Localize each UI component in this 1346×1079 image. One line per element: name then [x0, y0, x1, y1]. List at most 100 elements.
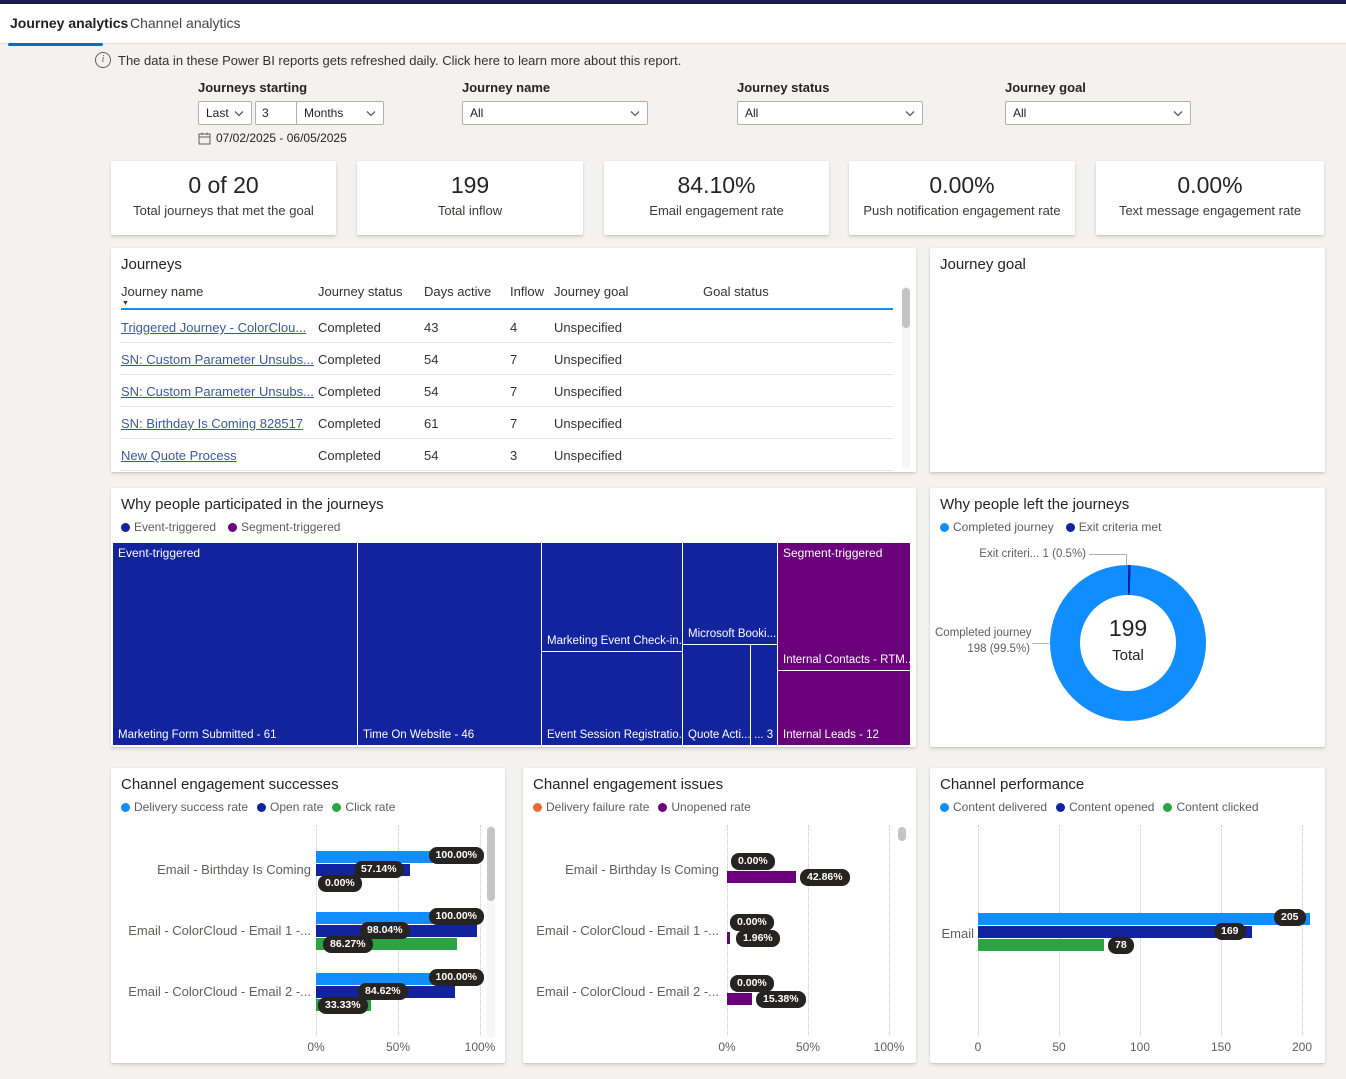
- dropdown-journey-status[interactable]: All: [737, 101, 923, 125]
- channel-performance-panel: Channel performance Content delivered Co…: [930, 768, 1325, 1063]
- column-header-goal-status[interactable]: Goal status: [703, 284, 769, 299]
- column-header-journey-goal[interactable]: Journey goal: [554, 284, 628, 299]
- dropdown-journey-goal-value: All: [1013, 106, 1026, 120]
- journey-link[interactable]: Triggered Journey - ColorClou...: [121, 320, 306, 335]
- chart-scrollbar-thumb[interactable]: [898, 827, 906, 841]
- legend-label: Delivery success rate: [134, 800, 248, 814]
- table-row[interactable]: Triggered Journey - ColorClou... Complet…: [121, 312, 893, 343]
- axis-tick: 50: [1052, 1040, 1065, 1054]
- table-scrollbar[interactable]: [902, 286, 910, 468]
- bar-unopened-rate[interactable]: [727, 932, 730, 944]
- treemap-block-event-session-registration[interactable]: Event Session Registratio...: [542, 652, 682, 745]
- journey-link[interactable]: SN: Birthday Is Coming 828517: [121, 416, 303, 431]
- legend-dot: [121, 803, 130, 812]
- axis-tick: 100%: [465, 1040, 496, 1054]
- table-row[interactable]: New Quote Process Completed 54 3 Unspeci…: [121, 439, 893, 471]
- legend-item-completed-journey[interactable]: Completed journey: [940, 520, 1054, 534]
- treemap-block-label: Marketing Event Check-in...: [547, 635, 682, 647]
- chart-scrollbar[interactable]: [487, 825, 495, 1038]
- treemap-group-label: Event-triggered: [118, 546, 200, 560]
- bar-group-email2: 100.00% 84.62% 33.33%: [316, 973, 480, 1013]
- callout-line: [1032, 643, 1049, 644]
- filter-label-journey-status: Journey status: [737, 80, 829, 95]
- legend-item-event-triggered[interactable]: Event-triggered: [121, 520, 216, 534]
- journey-link[interactable]: SN: Custom Parameter Unsubs...: [121, 352, 314, 367]
- table-header-underline: [121, 308, 893, 310]
- dropdown-journey-status-value: All: [745, 106, 758, 120]
- treemap-group-label: Segment-triggered: [783, 546, 882, 560]
- legend-item-exit-criteria-met[interactable]: Exit criteria met: [1066, 520, 1162, 534]
- chart-scrollbar[interactable]: [898, 825, 906, 1038]
- legend-label: Exit criteria met: [1079, 520, 1162, 534]
- legend-label: Delivery failure rate: [546, 800, 649, 814]
- legend-item-delivery-failure[interactable]: Delivery failure rate: [533, 800, 649, 814]
- cell-inflow: 7: [510, 384, 517, 399]
- tab-journey-analytics[interactable]: Journey analytics: [10, 4, 128, 42]
- treemap-block-marketing-form-submitted[interactable]: Event-triggered Marketing Form Submitted…: [113, 543, 357, 745]
- bar-group-birthday: 100.00% 57.14% 0.00%: [316, 851, 480, 891]
- column-header-days-active[interactable]: Days active: [424, 284, 491, 299]
- cell-inflow: 7: [510, 352, 517, 367]
- legend-dot: [332, 803, 341, 812]
- table-row[interactable]: SN: Custom Parameter Unsubs... Completed…: [121, 343, 893, 375]
- bar-content-delivered[interactable]: [978, 913, 1310, 925]
- treemap-block-label: Internal Leads - 12: [783, 729, 879, 741]
- legend-item-segment-triggered[interactable]: Segment-triggered: [228, 520, 340, 534]
- successes-title: Channel engagement successes: [121, 776, 339, 793]
- legend-label: Open rate: [270, 800, 323, 814]
- legend-item-unopened-rate[interactable]: Unopened rate: [658, 800, 750, 814]
- column-header-journey-name[interactable]: Journey name: [121, 284, 203, 299]
- treemap-block-time-on-website[interactable]: Time On Website - 46: [358, 543, 541, 745]
- treemap-block-marketing-event-checkin[interactable]: Marketing Event Check-in...: [542, 543, 682, 651]
- legend-label: Unopened rate: [671, 800, 750, 814]
- chart-scrollbar-thumb[interactable]: [487, 827, 495, 901]
- treemap-block-internal-contacts[interactable]: Segment-triggered Internal Contacts - RT…: [778, 543, 910, 670]
- kpi-label: Push notification engagement rate: [849, 203, 1075, 218]
- journey-goal-panel-title: Journey goal: [940, 256, 1026, 273]
- treemap-block-quote-activity[interactable]: Quote Acti...: [683, 645, 750, 745]
- kpi-value: 199: [357, 172, 583, 199]
- bar-content-clicked[interactable]: [978, 939, 1104, 951]
- tab-channel-analytics[interactable]: Channel analytics: [130, 4, 241, 42]
- bar-group-email1: 0.00% 1.96%: [727, 919, 888, 945]
- table-scrollbar-thumb[interactable]: [902, 288, 910, 328]
- sort-descending-icon[interactable]: ▼: [122, 300, 129, 307]
- column-header-inflow[interactable]: Inflow: [510, 284, 544, 299]
- bar-unopened-rate[interactable]: [727, 871, 796, 883]
- cell-days-active: 54: [424, 352, 438, 367]
- legend-item-delivery-success[interactable]: Delivery success rate: [121, 800, 248, 814]
- treemap-block-other[interactable]: ... 3: [751, 645, 777, 745]
- column-header-journey-status[interactable]: Journey status: [318, 284, 403, 299]
- active-tab-underline: [8, 43, 103, 46]
- legend-item-click-rate[interactable]: Click rate: [332, 800, 395, 814]
- journey-link[interactable]: New Quote Process: [121, 448, 237, 463]
- legend-item-content-clicked[interactable]: Content clicked: [1163, 800, 1258, 814]
- cell-status: Completed: [318, 384, 381, 399]
- dropdown-range-unit[interactable]: Months: [296, 101, 384, 125]
- bar-unopened-rate[interactable]: [727, 993, 752, 1005]
- dropdown-range-type[interactable]: Last: [198, 101, 252, 125]
- legend-item-open-rate[interactable]: Open rate: [257, 800, 323, 814]
- donut-chart[interactable]: 199 Total: [1050, 565, 1206, 721]
- value-pill: 78: [1108, 937, 1134, 954]
- table-row[interactable]: SN: Birthday Is Coming 828517 Completed …: [121, 407, 893, 439]
- axis-tick: 200: [1292, 1040, 1312, 1054]
- value-pill: 57.14%: [354, 861, 404, 878]
- treemap-block-internal-leads[interactable]: Internal Leads - 12: [778, 671, 910, 745]
- legend-label: Click rate: [345, 800, 395, 814]
- legend-item-content-delivered[interactable]: Content delivered: [940, 800, 1047, 814]
- callout-completed-line2: 198 (99.5%): [935, 643, 1030, 655]
- dropdown-journey-name[interactable]: All: [462, 101, 648, 125]
- donut-title: Why people left the journeys: [940, 496, 1129, 513]
- tab-bar: Journey analytics Channel analytics: [0, 4, 1346, 44]
- category-label: Email - ColorCloud - Email 1 -...: [533, 923, 719, 938]
- dropdown-journey-goal[interactable]: All: [1005, 101, 1191, 125]
- legend-item-content-opened[interactable]: Content opened: [1056, 800, 1154, 814]
- legend-dot: [1066, 523, 1075, 532]
- treemap-block-microsoft-bookings[interactable]: Microsoft Booki...: [683, 543, 777, 644]
- journey-link[interactable]: SN: Custom Parameter Unsubs...: [121, 384, 314, 399]
- value-pill: 15.38%: [756, 991, 806, 1008]
- cell-status: Completed: [318, 352, 381, 367]
- filter-label-journey-name: Journey name: [462, 80, 550, 95]
- table-row[interactable]: SN: Custom Parameter Unsubs... Completed…: [121, 375, 893, 407]
